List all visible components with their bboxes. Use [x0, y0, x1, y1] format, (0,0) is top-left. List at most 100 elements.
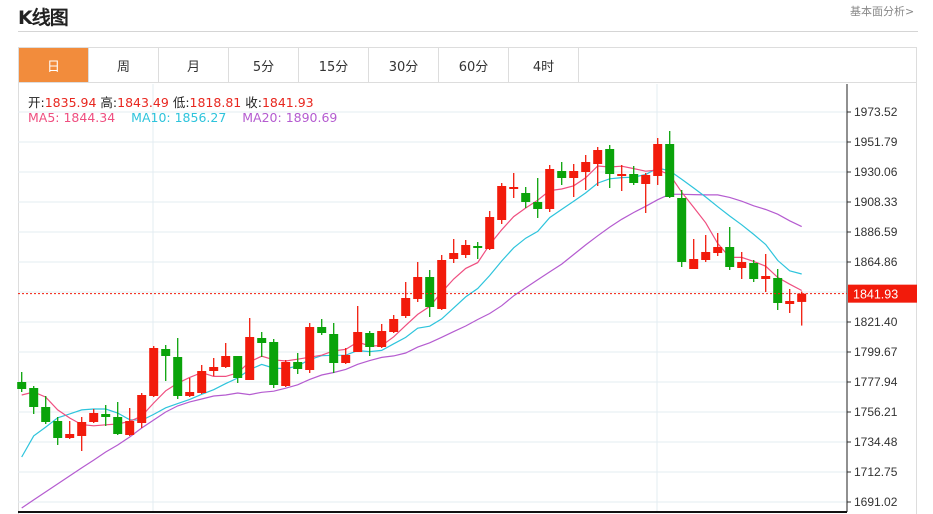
tab-5min[interactable]: 5分 — [229, 48, 299, 82]
candle-up — [221, 356, 231, 367]
y-tick-label: 1777.94 — [854, 375, 898, 389]
candle-up — [137, 395, 147, 423]
close-value: 1841.93 — [261, 95, 314, 110]
candle-up — [461, 244, 471, 255]
candle-down — [233, 356, 243, 378]
period-tabs: 日 周 月 5分 15分 30分 60分 4时 — [18, 47, 917, 83]
low-value: 1818.81 — [189, 95, 242, 110]
candle-up — [305, 326, 315, 371]
candle-up — [65, 434, 75, 438]
candle-down — [521, 192, 531, 202]
close-label: 收: — [245, 95, 262, 110]
candle-up — [341, 354, 351, 364]
y-tick-label: 1973.52 — [854, 105, 898, 119]
candle-down — [101, 413, 111, 417]
candle-down — [317, 326, 327, 334]
last-price-label: 1841.93 — [853, 288, 898, 302]
candle-up — [185, 391, 195, 396]
fundamental-analysis-link[interactable]: 基本面分析> — [850, 5, 915, 18]
y-tick-label: 1756.21 — [854, 405, 898, 419]
candle-up — [641, 174, 651, 184]
y-tick-label: 1712.75 — [854, 465, 898, 479]
tab-4hour[interactable]: 4时 — [509, 48, 579, 82]
y-tick-label: 1821.40 — [854, 315, 898, 329]
y-tick-label: 1691.02 — [854, 495, 898, 509]
candle-down — [41, 406, 51, 422]
candle-up — [377, 331, 387, 348]
open-value: 1835.94 — [44, 95, 97, 110]
candle-up — [593, 150, 603, 165]
tab-15min[interactable]: 15分 — [299, 48, 369, 82]
ma-readout: MA5: 1844.34 MA10: 1856.27 MA20: 1890.69 — [28, 110, 337, 125]
candle-up — [125, 420, 135, 435]
candle-up — [701, 251, 711, 261]
candle-down — [629, 173, 639, 183]
candle-up — [449, 253, 459, 259]
candle-up — [413, 276, 423, 300]
y-tick-label: 1951.79 — [854, 135, 898, 149]
candle-down — [17, 381, 27, 389]
candle-up — [689, 258, 699, 270]
candle-down — [329, 333, 339, 364]
candle-up — [209, 366, 219, 371]
candle-down — [749, 262, 759, 279]
candle-down — [173, 356, 183, 396]
candle-up — [197, 370, 207, 394]
y-tick-label: 1886.59 — [854, 225, 898, 239]
candle-down — [53, 420, 63, 438]
tab-60min[interactable]: 60分 — [439, 48, 509, 82]
candle-up — [785, 301, 795, 304]
candle-down — [473, 246, 483, 248]
y-tick-label: 1864.86 — [854, 255, 898, 269]
candle-up — [485, 217, 495, 250]
tab-day[interactable]: 日 — [19, 48, 89, 82]
candle-down — [365, 333, 375, 348]
candle-down — [425, 276, 435, 307]
ma5-value: MA5: 1844.34 — [28, 110, 116, 125]
y-tick-label: 1734.48 — [854, 435, 898, 449]
candle-down — [605, 148, 615, 174]
candle-up — [389, 318, 399, 332]
candle-down — [773, 277, 783, 303]
candle-up — [149, 347, 159, 396]
candle-up — [281, 361, 291, 387]
candle-up — [761, 276, 771, 279]
candle-up — [497, 185, 507, 220]
low-label: 低: — [172, 95, 190, 110]
candle-down — [725, 246, 735, 268]
candle-up — [797, 293, 807, 302]
tab-week[interactable]: 周 — [89, 48, 159, 82]
last-price-badge — [848, 284, 917, 303]
candle-down — [29, 388, 39, 407]
high-value: 1843.49 — [117, 95, 169, 110]
candle-up — [509, 187, 519, 190]
candle-down — [269, 341, 279, 385]
candle-up — [245, 336, 255, 380]
candle-up — [401, 297, 411, 316]
candle-down — [665, 143, 675, 197]
tab-30min[interactable]: 30分 — [369, 48, 439, 82]
candle-down — [533, 201, 543, 209]
candle-up — [545, 169, 555, 209]
ma10-value: MA10: 1856.27 — [131, 110, 227, 125]
candle-down — [113, 416, 123, 435]
candle-up — [653, 143, 663, 176]
candle-up — [581, 162, 591, 172]
candle-up — [89, 412, 99, 422]
open-label: 开: — [28, 95, 45, 110]
candle-up — [437, 260, 447, 309]
page-title: K线图 — [18, 7, 69, 29]
tab-month[interactable]: 月 — [159, 48, 229, 82]
candle-down — [161, 349, 171, 357]
candle-down — [557, 171, 567, 179]
high-label: 高: — [100, 95, 118, 110]
candle-up — [569, 171, 579, 179]
candle-up — [713, 246, 723, 254]
candle-up — [617, 173, 627, 176]
divider — [18, 31, 918, 32]
candle-up — [737, 261, 747, 268]
candle-down — [677, 198, 687, 262]
candle-up — [353, 331, 363, 352]
y-tick-label: 1930.06 — [854, 165, 898, 179]
y-tick-label: 1908.33 — [854, 195, 898, 209]
